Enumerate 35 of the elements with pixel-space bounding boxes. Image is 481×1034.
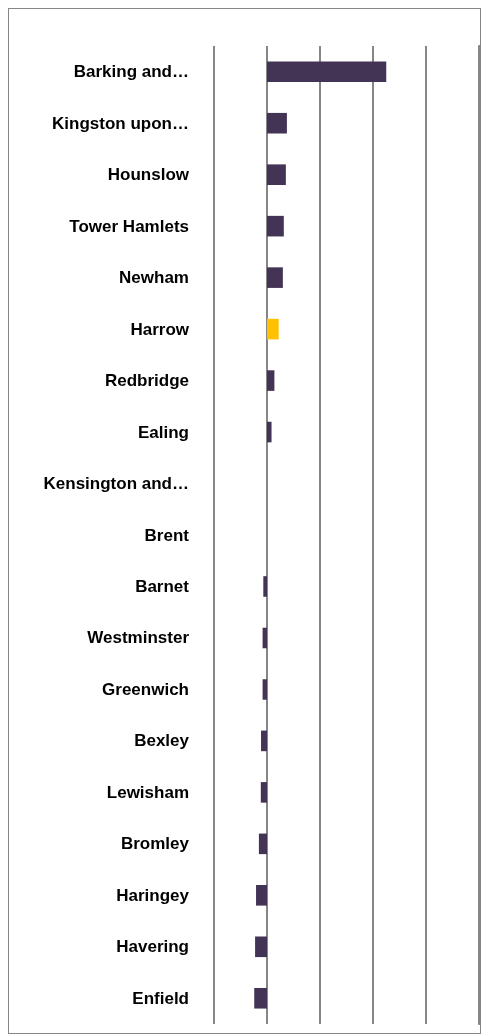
y-tick-label: Bromley bbox=[120, 834, 190, 854]
y-tick-label: Kingston upon… bbox=[52, 113, 189, 133]
bar bbox=[254, 987, 267, 1009]
y-tick-label: Hounslow bbox=[107, 165, 190, 185]
bar bbox=[267, 421, 272, 443]
bar bbox=[267, 112, 287, 134]
y-tick-label: Kensington and… bbox=[43, 474, 189, 494]
y-tick-label: Barking and… bbox=[73, 62, 189, 82]
bar bbox=[267, 370, 275, 391]
y-tick-label: Brent bbox=[144, 525, 190, 545]
y-tick-label: Havering bbox=[116, 937, 189, 957]
bar bbox=[267, 61, 387, 83]
y-tick-label: Greenwich bbox=[102, 679, 189, 699]
y-tick-label: Newham bbox=[119, 268, 189, 288]
y-tick-label: Westminster bbox=[87, 628, 190, 648]
bar bbox=[263, 576, 267, 597]
bar bbox=[258, 833, 267, 855]
bar bbox=[267, 267, 283, 288]
bar bbox=[262, 679, 267, 700]
bar bbox=[255, 936, 267, 958]
y-tick-label: Tower Hamlets bbox=[69, 216, 189, 236]
y-tick-label: Bexley bbox=[134, 731, 190, 751]
bar bbox=[267, 318, 279, 340]
y-tick-label: Lewisham bbox=[106, 782, 189, 802]
y-tick-label: Haringey bbox=[116, 885, 190, 905]
bar bbox=[267, 164, 286, 185]
bar bbox=[267, 215, 284, 237]
bar bbox=[256, 885, 267, 906]
y-tick-label: Enfield bbox=[132, 988, 189, 1008]
bar bbox=[260, 782, 267, 803]
y-tick-label: Redbridge bbox=[104, 371, 189, 391]
y-tick-label: Barnet bbox=[135, 576, 190, 596]
y-tick-label: Harrow bbox=[130, 319, 190, 339]
bar bbox=[261, 730, 267, 752]
y-tick-label: Ealing bbox=[137, 422, 189, 442]
